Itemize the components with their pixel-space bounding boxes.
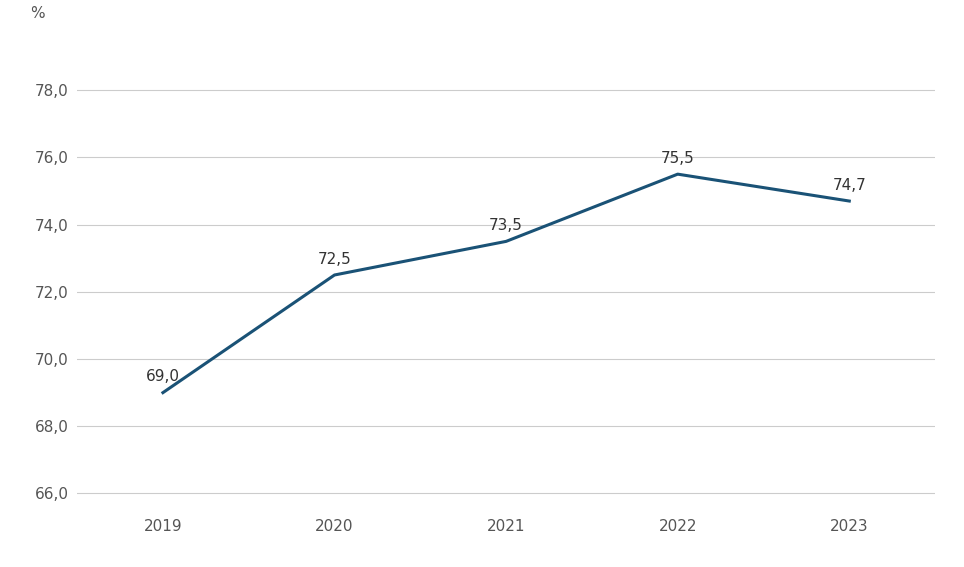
- Text: 72,5: 72,5: [317, 252, 352, 266]
- Text: 73,5: 73,5: [489, 218, 523, 233]
- Text: 69,0: 69,0: [146, 369, 180, 384]
- Text: 74,7: 74,7: [832, 177, 867, 193]
- Text: 75,5: 75,5: [660, 151, 695, 166]
- Text: %: %: [30, 6, 44, 21]
